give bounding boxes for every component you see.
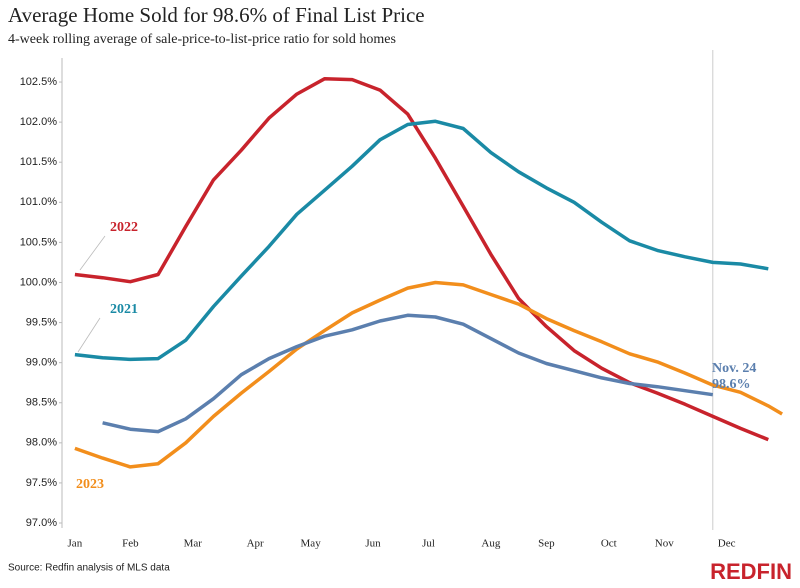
y-tick-label: 100.0% [20, 276, 58, 288]
x-tick-label: Nov [655, 538, 674, 550]
y-tick-label: 99.0% [26, 357, 57, 369]
series-line [74, 119, 769, 362]
x-tick-label: Sep [538, 538, 555, 550]
source: Source: Redfin analysis of MLS data [8, 563, 170, 574]
x-tick-label: Aug [481, 538, 500, 550]
y-tick-label: 99.5% [26, 316, 57, 328]
annotation: 98.6% [712, 377, 751, 392]
x-tick-label: Jan [68, 538, 83, 550]
x-tick-label: Oct [601, 538, 617, 550]
x-tick-label: Jun [365, 538, 381, 550]
x-tick-label: Dec [718, 538, 736, 550]
y-tick-label: 102.0% [20, 116, 58, 128]
x-tick-label: Feb [122, 538, 139, 550]
series-label: 2023 [76, 477, 104, 492]
y-tick-label: 100.5% [20, 236, 58, 248]
annotation: Nov. 24 [712, 361, 756, 376]
series-label: 2022 [110, 220, 138, 235]
leader-line [77, 317, 101, 353]
y-tick-label: 97.0% [26, 517, 57, 529]
series-line [102, 313, 714, 434]
y-tick-label: 98.0% [26, 437, 57, 449]
y-tick-label: 102.5% [20, 76, 58, 88]
series-label: 2021 [110, 302, 138, 317]
logo: REDFIN [710, 559, 792, 584]
x-tick-label: May [301, 538, 322, 550]
chart-subtitle: 4-week rolling average of sale-price-to-… [8, 32, 396, 47]
leader-line [79, 235, 106, 271]
x-tick-label: Mar [184, 538, 203, 550]
series-line [74, 280, 783, 469]
series-line [74, 77, 769, 442]
y-tick-label: 98.5% [26, 397, 57, 409]
chart-title: Average Home Sold for 98.6% of Final Lis… [8, 3, 425, 27]
x-tick-label: Jul [422, 538, 435, 550]
x-tick-label: Apr [247, 538, 264, 550]
y-tick-label: 101.0% [20, 196, 58, 208]
y-tick-label: 97.5% [26, 477, 57, 489]
y-tick-label: 101.5% [20, 156, 58, 168]
